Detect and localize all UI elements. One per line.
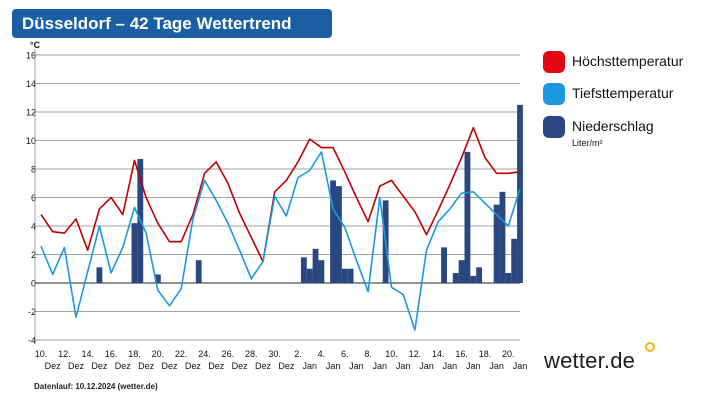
gridlines xyxy=(35,54,520,341)
precipitation-bar xyxy=(154,274,161,283)
legend-label-max-temp: Höchsttemperatur xyxy=(572,53,684,69)
x-tick-day-label: 28. xyxy=(245,349,258,359)
x-tick-month-label: Dez xyxy=(138,361,155,371)
legend-swatch-precipitation xyxy=(543,116,565,138)
precipitation-bar xyxy=(312,248,319,283)
precipitation-bar xyxy=(499,191,506,283)
x-tick-month-label: Dez xyxy=(91,361,108,371)
x-tick-month-label: Dez xyxy=(162,361,179,371)
precipitation-bar xyxy=(464,151,471,283)
precipitation-bar xyxy=(458,260,465,283)
legend-item-max-temp: Höchsttemperatur xyxy=(543,51,717,77)
precipitation-bar xyxy=(476,267,483,283)
x-tick-day-label: 8. xyxy=(364,349,372,359)
precipitation-bar xyxy=(335,186,342,283)
precipitation-bar xyxy=(96,267,103,283)
x-tick-day-label: 20. xyxy=(152,349,165,359)
x-tick-day-label: 6. xyxy=(341,349,349,359)
x-tick-day-label: 18. xyxy=(479,349,492,359)
x-tick-day-label: 16. xyxy=(105,349,118,359)
legend-swatch-min-temp xyxy=(543,83,565,105)
min-temp-line xyxy=(40,151,521,331)
data-run-note: Datenlauf: 10.12.2024 (wetter.de) xyxy=(34,382,158,391)
legend-label-precipitation: Niederschlag xyxy=(572,118,654,134)
x-tick-month-label: Jan xyxy=(373,361,388,371)
x-tick-day-label: 10. xyxy=(385,349,398,359)
x-tick-day-label: 14. xyxy=(432,349,445,359)
x-tick-month-label: Jan xyxy=(396,361,411,371)
x-tick-day-label: 12. xyxy=(58,349,71,359)
x-tick-day-label: 14. xyxy=(81,349,94,359)
precipitation-bar xyxy=(517,104,523,283)
precipitation-bar xyxy=(505,273,512,283)
x-tick-day-label: 24. xyxy=(198,349,211,359)
y-axis-label: °C xyxy=(30,40,41,50)
x-tick-month-label: Dez xyxy=(278,361,295,371)
y-tick-label: 4 xyxy=(31,222,36,232)
chart-title: Düsseldorf – 42 Tage Wettertrend xyxy=(12,9,332,38)
y-tick-label: 8 xyxy=(31,165,36,175)
legend-item-precipitation: Niederschlag xyxy=(543,116,717,142)
x-tick-day-label: 10. xyxy=(35,349,48,359)
x-tick-day-label: 30. xyxy=(268,349,281,359)
x-tick-month-label: Dez xyxy=(115,361,132,371)
x-tick-day-label: 16. xyxy=(455,349,468,359)
axes: -4 -2 0 2 4 6 8 10 12 14 16 10. Dez 12. Dez 14. Dez 16. De… xyxy=(26,49,527,371)
y-tick-label: 2 xyxy=(31,250,36,260)
legend-label-min-temp: Tiefsttemperatur xyxy=(572,85,674,101)
x-tick-month-label: Jan xyxy=(349,361,364,371)
temperature-lines xyxy=(40,126,521,331)
x-tick-month-label: Jan xyxy=(489,361,504,371)
x-tick-day-label: 12. xyxy=(409,349,422,359)
x-tick-day-label: 22. xyxy=(175,349,188,359)
x-tick-month-label: Dez xyxy=(45,361,62,371)
precipitation-bar xyxy=(452,273,459,283)
precipitation-bar xyxy=(470,275,477,283)
legend-swatch-max-temp xyxy=(543,51,565,73)
x-tick-month-label: Jan xyxy=(302,361,317,371)
y-tick-label: -2 xyxy=(28,307,36,317)
y-tick-label: -4 xyxy=(28,336,36,346)
precipitation-bar xyxy=(318,260,325,283)
x-tick-month-label: Jan xyxy=(419,361,434,371)
y-tick-label: 12 xyxy=(26,108,36,118)
x-tick-month-label: Dez xyxy=(255,361,272,371)
y-tick-label: 10 xyxy=(26,136,36,146)
precipitation-bar xyxy=(493,204,500,283)
x-tick-month-label: Dez xyxy=(232,361,249,371)
precipitation-bar xyxy=(131,223,138,283)
precipitation-bar xyxy=(300,257,307,283)
precipitation-bar xyxy=(347,268,354,283)
x-tick-month-label: Jan xyxy=(326,361,341,371)
x-tick-month-label: Dez xyxy=(208,361,225,371)
precipitation-bar xyxy=(306,268,313,283)
legend-item-min-temp: Tiefsttemperatur xyxy=(543,83,717,109)
x-tick-day-label: 4. xyxy=(318,349,326,359)
x-tick-day-label: 20. xyxy=(502,349,515,359)
precipitation-bar xyxy=(195,260,202,283)
max-temp-line xyxy=(40,126,521,263)
x-tick-day-label: 18. xyxy=(128,349,141,359)
precipitation-bars xyxy=(96,104,523,283)
x-tick-month-label: Jan xyxy=(513,361,528,371)
brand-dot-icon xyxy=(645,342,655,352)
precipitation-bar xyxy=(330,180,336,283)
x-tick-month-label: Dez xyxy=(68,361,85,371)
x-tick-month-label: Jan xyxy=(443,361,458,371)
y-tick-label: 14 xyxy=(26,79,36,89)
x-tick-month-label: Jan xyxy=(466,361,481,371)
y-tick-label: 0 xyxy=(31,279,36,289)
precipitation-bar xyxy=(441,247,447,283)
precipitation-bar xyxy=(511,238,518,283)
x-tick-day-label: 2. xyxy=(294,349,302,359)
x-tick-month-label: Dez xyxy=(185,361,202,371)
y-tick-label: 6 xyxy=(31,193,36,203)
y-tick-label: 16 xyxy=(26,51,36,61)
precipitation-bar xyxy=(341,268,348,283)
x-tick-day-label: 26. xyxy=(222,349,235,359)
brand-logo: wetter.de xyxy=(544,348,636,373)
precipitation-unit: Liter/m² xyxy=(572,138,603,148)
